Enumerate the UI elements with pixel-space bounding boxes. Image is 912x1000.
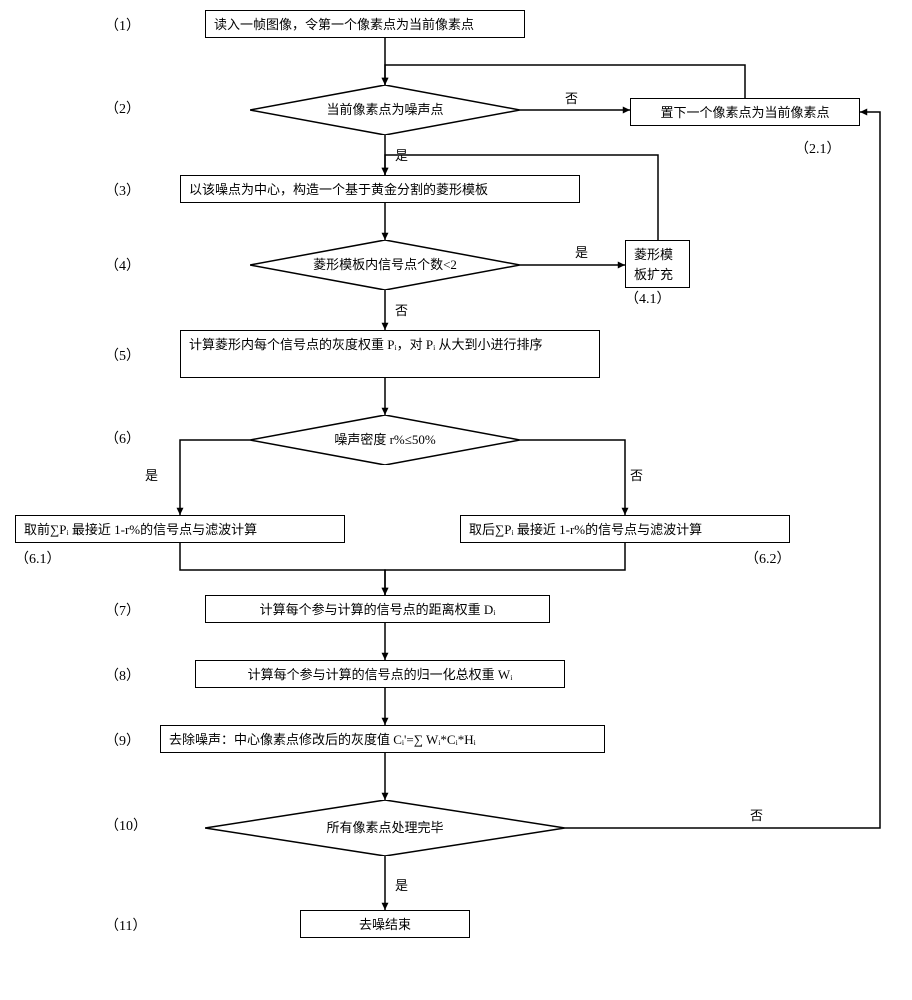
branch-label: 否 — [750, 805, 763, 824]
node-s1: 读入一帧图像，令第一个像素点为当前像素点 — [205, 10, 525, 38]
a-9-10 — [375, 743, 395, 814]
label-6-1: （6.1） — [15, 548, 61, 568]
label-8: （8） — [105, 665, 140, 685]
label-1: （1） — [105, 15, 140, 35]
label-10: （10） — [105, 815, 147, 835]
a-7-8 — [375, 613, 395, 674]
label-4: （4） — [105, 255, 140, 275]
a-8-9 — [375, 678, 395, 739]
label-9: （9） — [105, 730, 140, 750]
branch-label: 是 — [145, 465, 158, 484]
label-2: （2） — [105, 98, 140, 118]
branch-label: 否 — [395, 300, 408, 319]
label-5: （5） — [105, 345, 140, 365]
label-11: （11） — [105, 915, 146, 935]
label-6: （6） — [105, 428, 140, 448]
branch-label: 是 — [395, 875, 408, 894]
a-6-61 — [170, 430, 260, 529]
label-7: （7） — [105, 600, 140, 620]
label-3: （3） — [105, 180, 140, 200]
a-10-11 — [375, 846, 395, 924]
a-61-7 — [170, 533, 395, 609]
a-4-5 — [375, 280, 395, 344]
a-5-6 — [375, 368, 395, 429]
a-10-21 — [555, 102, 890, 842]
